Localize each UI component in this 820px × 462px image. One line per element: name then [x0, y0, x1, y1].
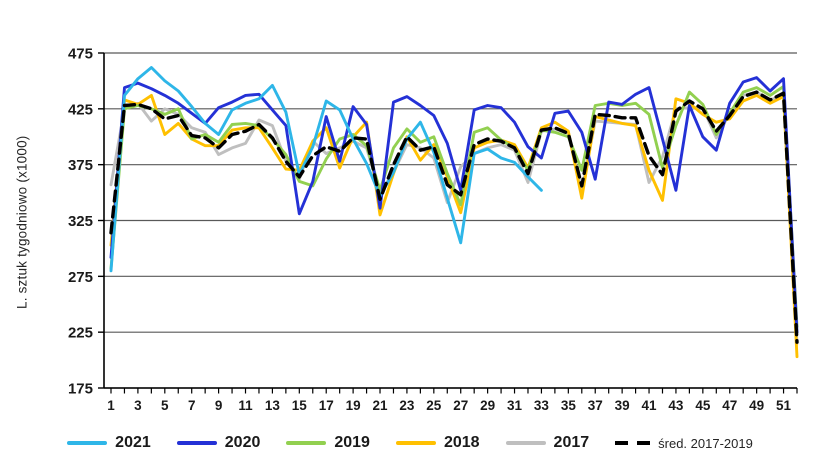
y-tick-labels: 475 425 375 325 275 225 175 — [68, 46, 104, 398]
x-tick-label: 5 — [161, 398, 169, 413]
legend: 2021 2020 2019 2018 2017 śred. 2017-2019 — [0, 427, 820, 459]
x-tick-label: 25 — [426, 398, 442, 413]
x-tick-label: 47 — [722, 398, 737, 413]
y-tick-label: 475 — [68, 46, 93, 63]
x-tick-label: 37 — [588, 398, 603, 413]
legend-swatch — [286, 440, 327, 446]
legend-label: śred. 2017-2019 — [658, 435, 753, 451]
x-tick-label: 11 — [238, 398, 253, 413]
legend-item--red-2017-2019: śred. 2017-2019 — [615, 436, 753, 451]
series-line--red-2017-2019 — [109, 90, 799, 344]
x-tick-label: 13 — [265, 398, 281, 413]
legend-item-2017: 2017 — [505, 434, 590, 452]
legend-label: 2019 — [334, 434, 370, 451]
x-tick-label: 41 — [642, 398, 658, 413]
x-tick-label: 17 — [319, 398, 334, 413]
x-tick-label: 7 — [188, 398, 196, 413]
y-tick-label: 275 — [68, 269, 93, 286]
x-tick-labels: 1 3 5 7 9 11 13 15 17 19 21 23 25 27 29 31 33 35 37 39 41 43 4… — [107, 388, 798, 413]
series-line-2019 — [109, 85, 799, 329]
legend-swatch — [505, 440, 546, 446]
y-tick-label: 175 — [68, 381, 93, 398]
x-tick-label: 1 — [107, 398, 115, 413]
x-tick-label: 15 — [292, 398, 308, 413]
legend-item-2019: 2019 — [286, 434, 370, 452]
x-tick-label: 43 — [668, 398, 684, 413]
x-tick-label: 29 — [480, 398, 495, 413]
series-line-2018 — [109, 93, 799, 359]
legend-item-2021: 2021 — [67, 434, 151, 452]
series-line-2020 — [109, 76, 799, 334]
legend-label: 2018 — [443, 434, 480, 451]
x-tick-label: 45 — [695, 398, 711, 413]
x-tick-label: 3 — [134, 398, 142, 413]
legend-swatch — [395, 440, 436, 446]
x-tick-label: 9 — [215, 398, 223, 413]
x-tick-label: 31 — [507, 398, 523, 413]
legend-item-2018: 2018 — [395, 434, 480, 452]
x-tick-label: 27 — [453, 398, 468, 413]
x-tick-label: 39 — [615, 398, 630, 413]
y-tick-label: 375 — [68, 157, 93, 174]
y-tick-label: 325 — [68, 213, 93, 230]
x-tick-label: 21 — [373, 398, 389, 413]
legend-swatch — [67, 440, 108, 446]
x-tick-label: 51 — [776, 398, 792, 413]
y-tick-label: 225 — [68, 325, 93, 342]
legend-swatch — [615, 440, 651, 446]
series-line-2021 — [109, 66, 543, 273]
legend-label: 2020 — [224, 434, 261, 451]
legend-label: 2017 — [553, 434, 590, 451]
x-tick-label: 33 — [534, 398, 550, 413]
x-tick-label: 19 — [346, 398, 361, 413]
y-tick-label: 425 — [68, 101, 93, 118]
legend-item-2020: 2020 — [176, 434, 261, 452]
legend-label: 2021 — [115, 434, 151, 451]
legend-swatch — [176, 440, 217, 446]
x-tick-label: 49 — [749, 398, 764, 413]
x-tick-label: 23 — [399, 398, 415, 413]
x-tick-label: 35 — [561, 398, 577, 413]
